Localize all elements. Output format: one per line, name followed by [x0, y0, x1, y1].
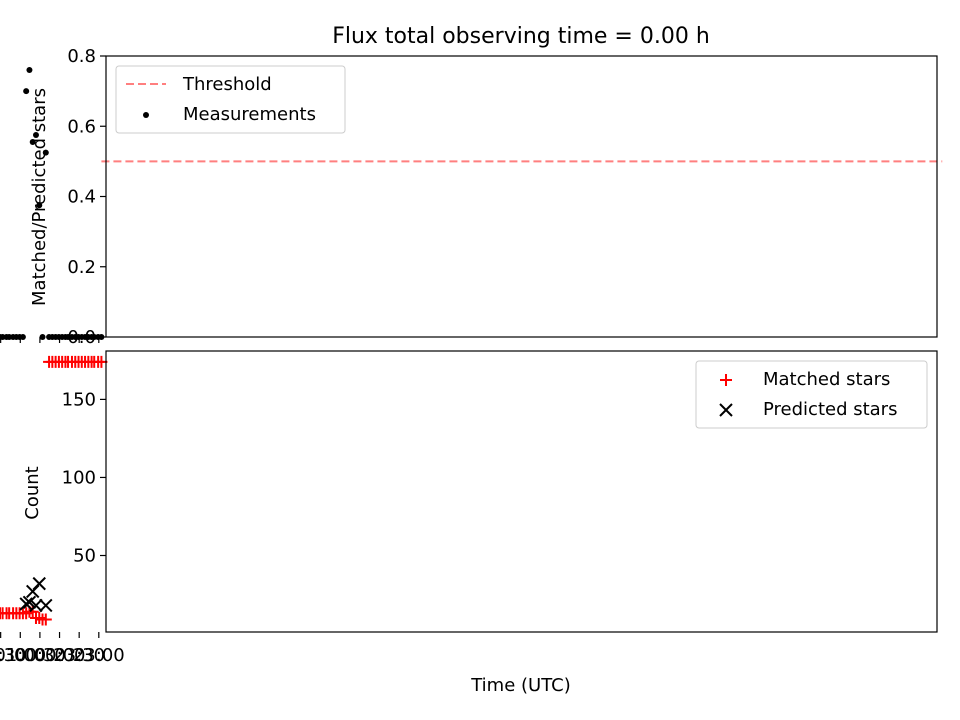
measurement-point: [29, 139, 36, 146]
bottom-x-tick-label: 00:00: [34, 645, 86, 666]
bottom-y-tick-label: 50: [73, 546, 96, 567]
top-plot-area: 0.00.20.40.60.8: [0, 46, 943, 348]
top-legend-threshold-label: Threshold: [182, 74, 272, 95]
predicted-stars-point: [39, 598, 53, 613]
bottom-legend-predicted-swatch: [719, 403, 733, 417]
measurement-point: [39, 334, 46, 340]
bottom-x-tick-label: 00:30: [14, 645, 66, 666]
bottom-legend: Matched stars Predicted stars: [695, 360, 928, 429]
bottom-x-tick-label: 23:30: [53, 645, 105, 666]
top-chart-title: Flux total observing time = 0.00 h: [332, 24, 710, 49]
top-legend-measurements-label: Measurements: [183, 104, 316, 125]
bottom-legend-matched-swatch: [720, 374, 732, 386]
top-legend-box: [115, 65, 346, 134]
measurement-point: [46, 334, 53, 340]
top-y-tick-label: 0.4: [67, 187, 96, 208]
top-y-axis-label: Matched/Predicted stars: [29, 88, 50, 306]
matched-stars-point: [43, 355, 56, 368]
bottom-x-tick-label: 01:30: [0, 645, 27, 666]
measurement-point: [23, 88, 30, 95]
bottom-legend-matched-label: Matched stars: [763, 369, 890, 390]
bottom-x-tick-label: 01:00: [0, 645, 46, 666]
bottom-y-tick-label: 100: [62, 467, 96, 488]
top-data-marks: [0, 67, 943, 340]
bottom-legend-box: [695, 360, 928, 429]
bottom-axes-frame: [105, 350, 938, 633]
matched-stars-point: [0, 607, 6, 620]
measurement-point: [42, 149, 49, 156]
matched-stars-point: [29, 611, 42, 624]
measurement-point: [0, 334, 3, 340]
top-y-tick-label: 0.6: [67, 116, 96, 137]
predicted-stars-point: [26, 584, 40, 599]
bottom-x-axis-label: Time (UTC): [470, 675, 571, 696]
top-legend-measurements-swatch: [143, 112, 149, 118]
bottom-y-ticks: 50 100 150: [62, 389, 106, 567]
top-y-tick-label: 0.8: [67, 46, 96, 67]
bottom-data-marks: [0, 355, 108, 626]
measurement-point: [32, 132, 39, 139]
top-axes-frame: [105, 55, 938, 338]
top-legend: Threshold Measurements: [115, 65, 346, 134]
bottom-y-tick-label: 150: [62, 389, 96, 410]
top-y-tick-label: 0.2: [67, 257, 96, 278]
bottom-legend-predicted-label: Predicted stars: [763, 399, 897, 420]
predicted-stars-point: [22, 595, 37, 610]
measurement-point: [36, 202, 43, 209]
bottom-x-tick-label: 23:00: [73, 645, 125, 666]
predicted-stars-point: [19, 597, 33, 611]
bottom-y-axis-label: Count: [22, 466, 43, 519]
top-y-ticks: 0.00.20.40.60.8: [67, 46, 106, 348]
measurement-point: [26, 67, 33, 74]
